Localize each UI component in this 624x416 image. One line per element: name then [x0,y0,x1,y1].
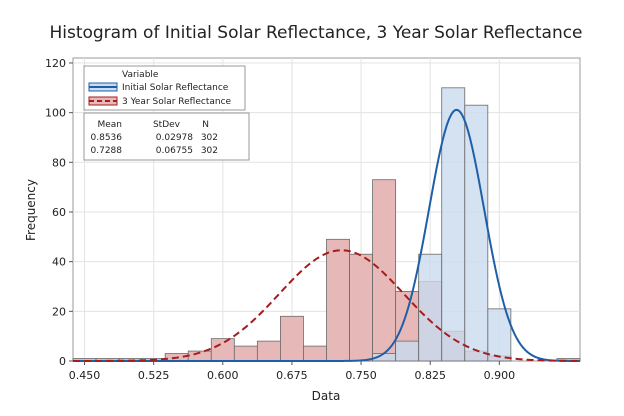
x-tick-label: 0.900 [484,369,516,382]
fit-curve-initial [73,108,580,362]
y-axis-label: Frequency [24,179,38,241]
x-tick-label: 0.825 [414,369,446,382]
stats-table: Mean StDev N 0.8536 0.02978 302 0.7288 0… [83,112,250,161]
x-axis-ticks: 0.450 0.525 0.600 0.675 0.750 0.825 0.900 [69,361,515,382]
chart-title: Histogram of Initial Solar Reflectance, … [49,23,582,43]
bar-3year [372,179,397,362]
bar-3year [326,238,350,362]
stats-mean-initial: 0.8536 [91,133,123,143]
bar-initial [395,340,420,362]
x-tick-label: 0.525 [138,369,170,382]
fit-curve-3year [73,249,581,362]
legend-title: Variable [122,70,159,80]
stats-n-3year: 302 [201,146,218,156]
stats-box [83,112,250,161]
x-tick-label: 0.600 [207,369,239,382]
bar-3year [349,253,373,362]
bar-3year [280,315,304,362]
bar-3year [233,345,258,362]
stats-header-stdev: StDev [153,120,181,130]
stats-stdev-initial: 0.02978 [156,133,193,143]
y-tick-label: 40 [52,256,66,269]
y-tick-label: 60 [52,206,66,219]
bar-3year [303,345,327,362]
x-tick-label: 0.750 [345,369,377,382]
x-tick-label: 0.675 [276,369,308,382]
legend: Variable Initial Solar Reflectance 3 Yea… [83,65,246,111]
y-tick-label: 20 [52,305,66,318]
stats-header-n: N [202,120,209,130]
legend-label-initial: Initial Solar Reflectance [122,83,229,93]
histogram-bars [72,87,581,362]
y-tick-label: 80 [52,156,66,169]
stats-n-initial: 302 [201,133,218,143]
stats-mean-3year: 0.7288 [91,146,123,156]
bar-initial [464,104,489,362]
y-tick-label: 100 [45,107,66,120]
bar-3year [210,338,235,362]
y-tick-label: 120 [45,57,66,70]
y-tick-label: 0 [59,355,66,368]
bar-initial [418,253,443,362]
legend-label-3year: 3 Year Solar Reflectance [122,97,232,107]
x-tick-label: 0.450 [69,369,101,382]
bar-3year [256,340,281,362]
y-axis-ticks: 0 20 40 60 80 100 120 [45,57,73,368]
stats-header-mean: Mean [97,120,122,130]
x-axis-label: Data [312,389,341,403]
normal-fit-curves [73,108,581,362]
stats-stdev-3year: 0.06755 [156,146,193,156]
